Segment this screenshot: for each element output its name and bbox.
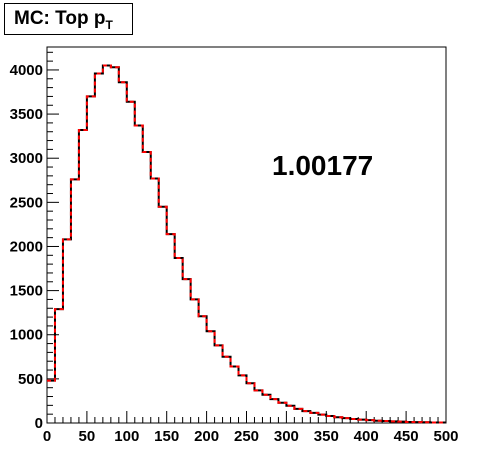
y-tick-label: 3000 (10, 150, 43, 167)
y-tick-label: 2000 (10, 238, 43, 255)
y-tick-label: 1500 (10, 283, 43, 300)
x-tick-label: 200 (194, 428, 219, 445)
histogram-line-red-dashed (47, 64, 446, 424)
x-tick-label: 150 (154, 428, 179, 445)
x-axis: 0 50 100 150 200 250 300 350 400 450 500 (43, 411, 459, 445)
histogram-series (47, 64, 446, 424)
x-tick-label: 400 (354, 428, 379, 445)
plot-title-main: MC: Top p (14, 8, 106, 29)
y-axis: 0 500 1000 1500 2000 2500 3000 3500 4000 (10, 51, 59, 432)
x-tick-label: 350 (314, 428, 339, 445)
x-tick-label: 100 (114, 428, 139, 445)
y-tick-label: 0 (35, 415, 43, 432)
plot-title-subscript: T (105, 18, 113, 32)
x-tick-label: 250 (234, 428, 259, 445)
x-tick-label: 300 (274, 428, 299, 445)
histogram-line-black (47, 64, 446, 424)
y-tick-label: 2500 (10, 194, 43, 211)
plot-frame (46, 46, 447, 424)
y-tick-label: 4000 (10, 62, 43, 79)
x-tick-label: 50 (79, 428, 96, 445)
x-tick-label: 0 (43, 428, 51, 445)
x-tick-label: 450 (394, 428, 419, 445)
y-tick-label: 3500 (10, 106, 43, 123)
plot-title: MC: Top pT (4, 3, 133, 35)
ratio-annotation: 1.00177 (272, 150, 374, 181)
x-tick-label: 500 (433, 428, 458, 445)
y-tick-label: 1000 (10, 327, 43, 344)
y-tick-label: 500 (18, 371, 43, 388)
